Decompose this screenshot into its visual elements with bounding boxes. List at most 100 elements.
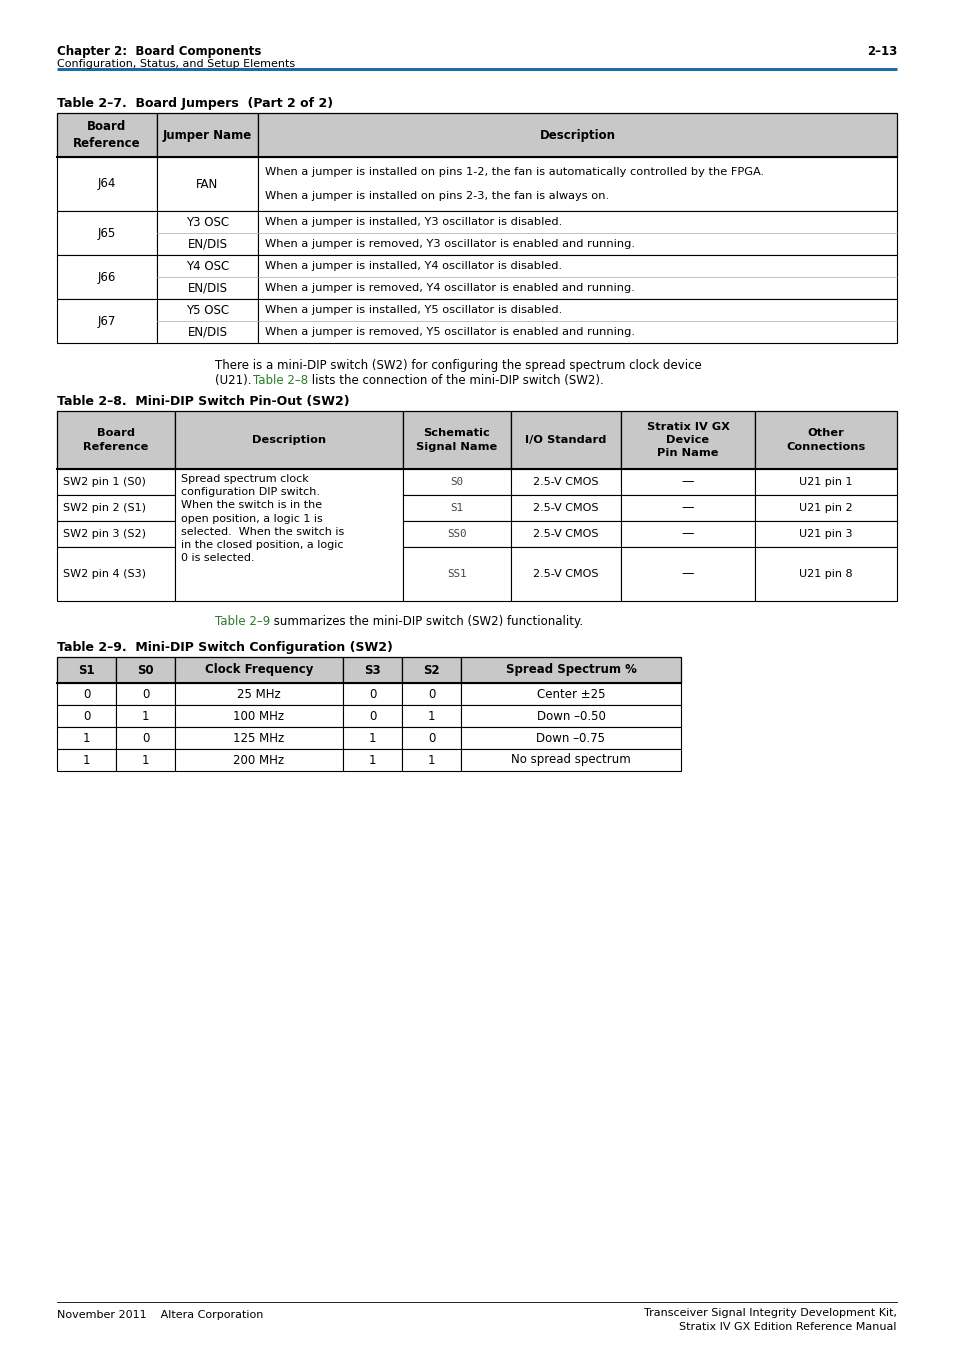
Bar [401, 705, 460, 728]
Text: Chapter 2:  Board Components: Chapter 2: Board Components [57, 45, 261, 58]
Text: —: — [681, 475, 694, 489]
Text: Description: Description [252, 435, 326, 446]
Bar [754, 495, 896, 521]
Bar [57, 547, 174, 601]
Text: —: — [681, 567, 694, 580]
Text: S0: S0 [450, 477, 463, 487]
Text: When a jumper is installed on pins 1-2, the fan is automatically controlled by t: When a jumper is installed on pins 1-2, … [265, 167, 763, 177]
Bar [174, 749, 343, 771]
Bar [620, 521, 754, 547]
Text: SW2 pin 1 (S0): SW2 pin 1 (S0) [63, 477, 146, 487]
Bar [57, 749, 116, 771]
Bar [343, 683, 401, 705]
Text: When a jumper is removed, Y5 oscillator is enabled and running.: When a jumper is removed, Y5 oscillator … [265, 327, 635, 338]
Text: Down –0.75: Down –0.75 [536, 732, 605, 744]
Text: 2.5-V CMOS: 2.5-V CMOS [533, 529, 598, 539]
Bar [343, 728, 401, 749]
Text: 1: 1 [369, 732, 375, 744]
Bar [460, 657, 680, 683]
Text: Other
Connections: Other Connections [785, 428, 864, 452]
Bar [401, 728, 460, 749]
Text: lists the connection of the mini-DIP switch (SW2).: lists the connection of the mini-DIP swi… [308, 374, 603, 387]
Text: 125 MHz: 125 MHz [233, 732, 284, 744]
Text: 0: 0 [142, 732, 149, 744]
Bar [174, 468, 402, 601]
Text: 0: 0 [369, 710, 375, 722]
Text: 0: 0 [369, 687, 375, 701]
Text: When a jumper is installed, Y3 oscillator is disabled.: When a jumper is installed, Y3 oscillato… [265, 217, 561, 227]
Bar [402, 521, 511, 547]
Bar [257, 113, 896, 157]
Bar [157, 113, 257, 157]
Text: When a jumper is installed, Y5 oscillator is disabled.: When a jumper is installed, Y5 oscillato… [265, 305, 561, 315]
Bar [57, 113, 157, 157]
Bar [754, 547, 896, 601]
Bar [174, 728, 343, 749]
Text: SW2 pin 3 (S2): SW2 pin 3 (S2) [63, 529, 146, 539]
Text: S2: S2 [423, 663, 439, 676]
Bar [401, 749, 460, 771]
Bar [57, 521, 174, 547]
Text: Spread Spectrum %: Spread Spectrum % [505, 663, 636, 676]
Bar [257, 211, 896, 255]
Bar [460, 683, 680, 705]
Text: No spread spectrum: No spread spectrum [511, 753, 630, 767]
Bar [157, 298, 257, 343]
Bar [343, 705, 401, 728]
Bar [511, 547, 620, 601]
Text: J65: J65 [98, 227, 116, 239]
Text: U21 pin 3: U21 pin 3 [799, 529, 852, 539]
Text: 2.5-V CMOS: 2.5-V CMOS [533, 477, 598, 487]
Bar [116, 749, 174, 771]
Text: 0: 0 [142, 687, 149, 701]
Text: Clock Frequency: Clock Frequency [205, 663, 313, 676]
Bar [402, 468, 511, 495]
Bar [511, 521, 620, 547]
Text: When a jumper is removed, Y4 oscillator is enabled and running.: When a jumper is removed, Y4 oscillator … [265, 284, 634, 293]
Bar [257, 157, 896, 211]
Text: Board
Reference: Board Reference [83, 428, 149, 452]
Text: S1: S1 [78, 663, 94, 676]
Text: EN/DIS: EN/DIS [188, 238, 227, 251]
Text: Table 2–8: Table 2–8 [253, 374, 308, 387]
Bar [57, 410, 174, 468]
Text: Down –0.50: Down –0.50 [536, 710, 605, 722]
Bar [157, 255, 257, 298]
Text: Center ±25: Center ±25 [537, 687, 604, 701]
Text: U21 pin 1: U21 pin 1 [799, 477, 852, 487]
Bar [511, 468, 620, 495]
Bar [511, 410, 620, 468]
Text: When a jumper is installed on pins 2-3, the fan is always on.: When a jumper is installed on pins 2-3, … [265, 190, 608, 201]
Text: SW2 pin 4 (S3): SW2 pin 4 (S3) [63, 568, 146, 579]
Text: Jumper Name: Jumper Name [163, 128, 252, 142]
Text: When a jumper is removed, Y3 oscillator is enabled and running.: When a jumper is removed, Y3 oscillator … [265, 239, 635, 248]
Bar [174, 705, 343, 728]
Text: summarizes the mini-DIP switch (SW2) functionality.: summarizes the mini-DIP switch (SW2) fun… [270, 616, 582, 628]
Text: Table 2–9: Table 2–9 [214, 616, 270, 628]
Text: S0: S0 [137, 663, 153, 676]
Text: 1: 1 [369, 753, 375, 767]
Text: Stratix IV GX
Device
Pin Name: Stratix IV GX Device Pin Name [646, 421, 729, 458]
Bar [116, 728, 174, 749]
Text: Board
Reference: Board Reference [73, 120, 141, 150]
Text: S1: S1 [450, 504, 463, 513]
Bar [402, 495, 511, 521]
Bar [343, 657, 401, 683]
Text: Table 2–8.  Mini-DIP Switch Pin-Out (SW2): Table 2–8. Mini-DIP Switch Pin-Out (SW2) [57, 396, 349, 408]
Text: Table 2–7.  Board Jumpers  (Part 2 of 2): Table 2–7. Board Jumpers (Part 2 of 2) [57, 97, 333, 109]
Bar [460, 705, 680, 728]
Bar [620, 547, 754, 601]
Text: EN/DIS: EN/DIS [188, 325, 227, 339]
Text: Schematic
Signal Name: Schematic Signal Name [416, 428, 497, 452]
Text: 2.5-V CMOS: 2.5-V CMOS [533, 568, 598, 579]
Text: 0: 0 [83, 710, 91, 722]
Text: 1: 1 [142, 710, 149, 722]
Bar [57, 211, 157, 255]
Text: Y4 OSC: Y4 OSC [186, 259, 229, 273]
Text: I/O Standard: I/O Standard [525, 435, 606, 446]
Bar [57, 468, 174, 495]
Bar [460, 728, 680, 749]
Text: 1: 1 [427, 710, 435, 722]
Bar [116, 683, 174, 705]
Text: 1: 1 [83, 732, 91, 744]
